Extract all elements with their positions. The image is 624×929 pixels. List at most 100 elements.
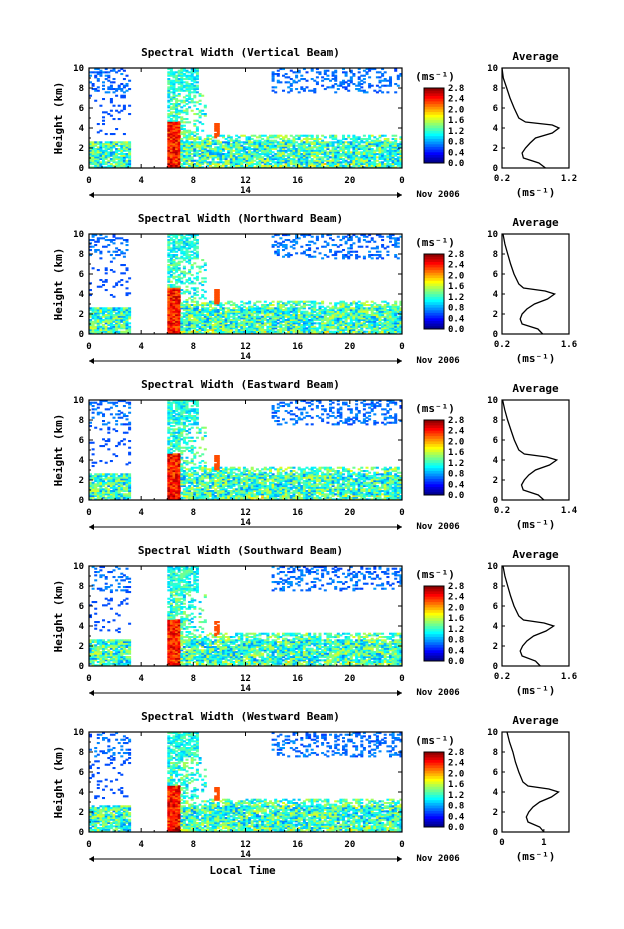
heatmap-cell xyxy=(232,304,236,307)
heatmap-cell xyxy=(112,317,116,320)
heatmap-cell xyxy=(258,149,262,152)
heatmap-cell xyxy=(222,158,226,161)
heatmap-cell xyxy=(235,149,239,152)
heatmap-cell xyxy=(279,158,283,161)
heatmap-cell xyxy=(206,158,210,161)
heatmap-cell xyxy=(355,322,359,325)
heatmap-cell xyxy=(266,327,270,330)
heatmap-cell xyxy=(167,319,171,322)
heatmap-cell xyxy=(355,141,359,144)
heatmap-cell xyxy=(383,317,387,320)
heatmap-cell xyxy=(175,166,179,169)
heatmap-cell xyxy=(177,89,181,92)
heatmap-cell xyxy=(389,79,393,82)
heatmap-cell xyxy=(190,131,194,134)
heatmap-cell xyxy=(276,134,280,137)
heatmap-cell xyxy=(269,307,273,310)
heatmap-cell xyxy=(250,305,254,308)
heatmap-cell xyxy=(360,322,364,325)
heatmap-cell xyxy=(167,235,171,238)
heatmap-cell xyxy=(365,235,369,238)
heatmap-cell xyxy=(396,84,400,87)
heatmap-cell xyxy=(104,166,108,169)
heatmap-cell xyxy=(391,330,395,333)
heatmap-cell xyxy=(287,158,291,161)
heatmap-cell xyxy=(308,330,312,333)
heatmap-cell xyxy=(352,250,356,253)
heatmap-cell xyxy=(177,314,181,317)
heatmap-cell xyxy=(282,240,286,243)
heatmap-cell xyxy=(198,138,202,141)
heatmap-cell xyxy=(89,289,93,292)
heatmap-cell xyxy=(180,289,184,292)
heatmap-cell xyxy=(342,237,346,240)
heatmap-cell xyxy=(235,156,239,159)
heatmap-cell xyxy=(216,304,220,307)
heatmap-cell xyxy=(248,143,252,146)
heatmap-cell xyxy=(211,156,215,159)
heatmap-cell xyxy=(305,330,309,333)
heatmap-cell xyxy=(185,159,189,162)
heatmap-cell xyxy=(375,141,379,144)
heatmap-cell xyxy=(122,84,126,87)
heatmap-cell xyxy=(169,108,173,111)
heatmap-cell xyxy=(172,329,176,332)
heatmap-cell xyxy=(206,302,210,305)
heatmap-cell xyxy=(188,158,192,161)
heatmap-cell xyxy=(167,79,171,82)
heatmap-cell xyxy=(107,148,111,151)
heatmap-cell xyxy=(302,138,306,141)
heatmap-cell xyxy=(339,325,343,328)
heatmap-cell xyxy=(172,307,176,310)
heatmap-cell xyxy=(279,322,283,325)
y-tick-label: 8 xyxy=(79,84,84,94)
heatmap-cell xyxy=(292,138,296,141)
heatmap-cell xyxy=(117,314,121,317)
heatmap-cell xyxy=(237,148,241,151)
heatmap-cell xyxy=(94,250,98,253)
heatmap-cell xyxy=(357,255,361,258)
heatmap-cell xyxy=(394,310,398,313)
heatmap-cell xyxy=(266,315,270,318)
heatmap-cell xyxy=(115,320,119,323)
heatmap-cell xyxy=(128,164,132,167)
heatmap-cell xyxy=(297,164,301,167)
heatmap-cell xyxy=(336,154,340,157)
heatmap-cell xyxy=(201,319,205,322)
heatmap-cell xyxy=(206,163,210,166)
heatmap-cell xyxy=(120,154,124,157)
heatmap-cell xyxy=(109,154,113,157)
heatmap-cell xyxy=(381,166,385,169)
heatmap-cell xyxy=(349,159,353,162)
heatmap-cell xyxy=(394,254,398,257)
heatmap-cell xyxy=(112,330,116,333)
heatmap-cell xyxy=(188,262,192,265)
heatmap-cell xyxy=(117,118,121,121)
heatmap-cell xyxy=(300,154,304,157)
heatmap-cell xyxy=(96,319,100,322)
heatmap-cell xyxy=(305,143,309,146)
heatmap-cell xyxy=(209,327,213,330)
heatmap-cell xyxy=(347,247,351,250)
heatmap-cell xyxy=(355,159,359,162)
heatmap-cell xyxy=(175,304,179,307)
heatmap-cell xyxy=(386,139,390,142)
heatmap-cell xyxy=(297,319,301,322)
heatmap-cell xyxy=(269,332,273,335)
heatmap-cell xyxy=(370,149,374,152)
heatmap-cell xyxy=(117,320,121,323)
heatmap-cell xyxy=(169,322,173,325)
heatmap-cell xyxy=(276,307,280,310)
heatmap-cell xyxy=(89,71,93,74)
heatmap-cell xyxy=(276,245,280,248)
heatmap-cell xyxy=(229,166,233,169)
heatmap-cell xyxy=(396,149,400,152)
heatmap-cell xyxy=(169,269,173,272)
heatmap-cell xyxy=(378,235,382,238)
heatmap-cell xyxy=(94,315,98,318)
heatmap-cell xyxy=(190,332,194,335)
heatmap-cell xyxy=(185,254,189,257)
heatmap-cell xyxy=(295,159,299,162)
heatmap-cell xyxy=(112,159,116,162)
heatmap-cell xyxy=(313,149,317,152)
